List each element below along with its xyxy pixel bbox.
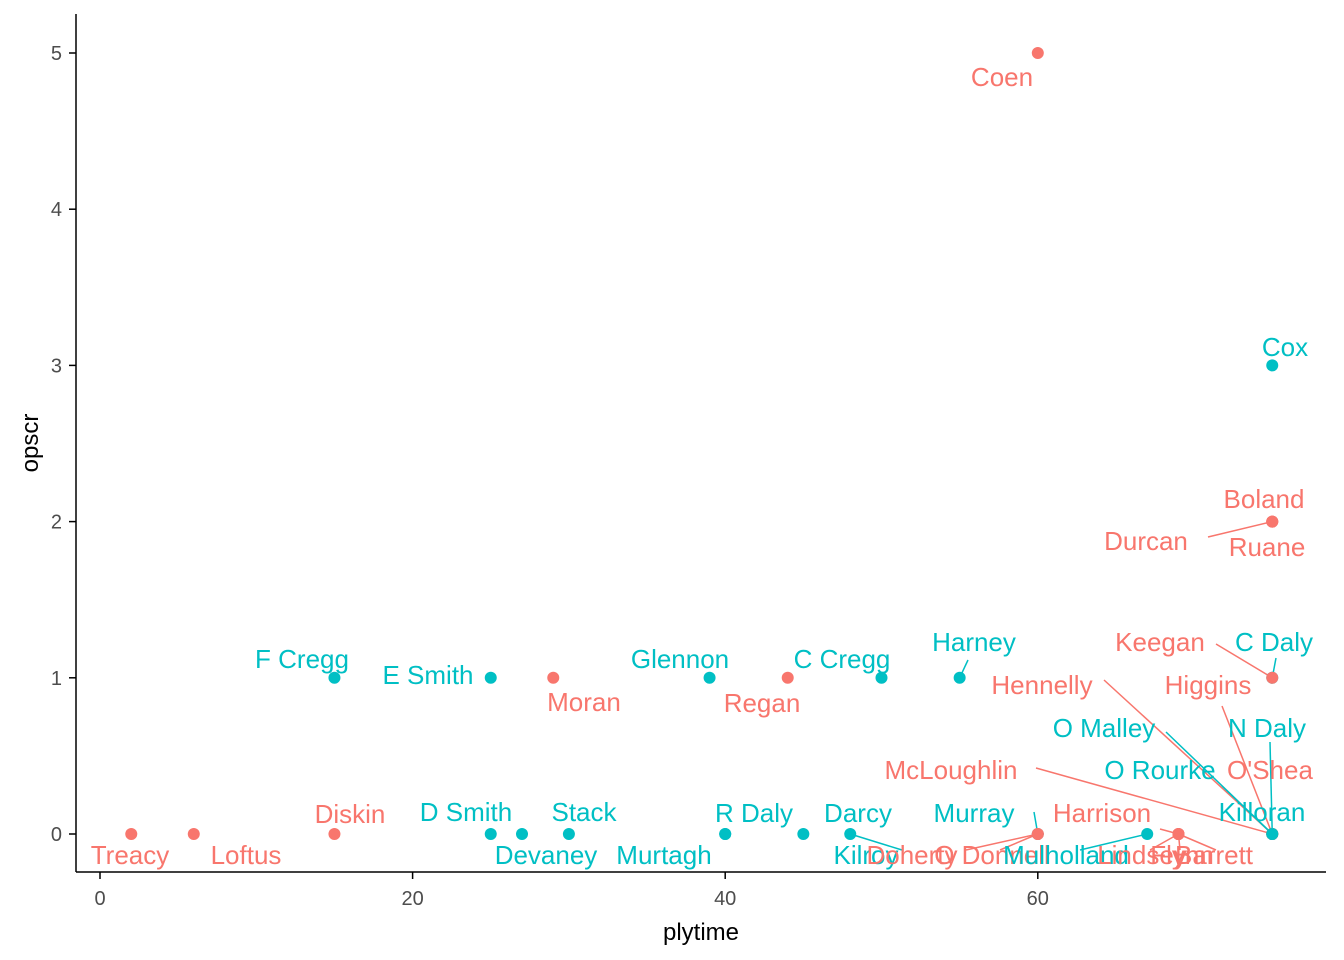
point-label: Murtagh <box>616 840 711 870</box>
point-label: R Daly <box>715 798 793 828</box>
point-label: C Cregg <box>794 644 891 674</box>
y-tick-label: 1 <box>51 668 62 690</box>
y-axis-title: opscr <box>17 414 44 473</box>
point-label: Ruane <box>1229 532 1306 562</box>
leader-line <box>1103 679 1273 835</box>
point-label: O Rourke <box>1104 755 1215 785</box>
point-label: F Cregg <box>255 644 349 674</box>
point-label: Kilroy <box>833 840 898 870</box>
y-tick-label: 4 <box>51 199 62 221</box>
data-point <box>516 828 529 840</box>
point-label: Treacy <box>91 840 170 870</box>
point-label: Mulholland <box>1003 840 1129 870</box>
y-tick-label: 0 <box>51 824 62 846</box>
leader-line <box>1035 767 1273 835</box>
data-point <box>547 671 560 684</box>
x-axis-ticks: 0 20 40 60 <box>94 872 1049 910</box>
point-label: Darcy <box>824 798 892 828</box>
point-label: Regan <box>724 688 801 718</box>
data-point <box>125 828 138 840</box>
point-labels: Treacy Loftus Diskin F Cregg E Smith D Smith D… <box>91 62 1314 870</box>
point-label: O'Shea <box>1227 755 1313 785</box>
y-tick-label: 2 <box>51 512 62 534</box>
point-label: Stack <box>551 797 617 827</box>
leader-line <box>999 833 1039 851</box>
point-label: Killoran <box>1219 797 1306 827</box>
data-point <box>781 671 794 684</box>
point-label: Boland <box>1224 484 1305 514</box>
x-tick-label: 0 <box>94 888 105 910</box>
y-tick-label: 5 <box>51 43 62 65</box>
point-label: Lindsey <box>1097 840 1187 870</box>
point-label: Cox <box>1262 332 1308 362</box>
data-point <box>1266 515 1279 528</box>
point-label: Durcan <box>1104 526 1188 556</box>
data-point <box>719 828 732 840</box>
leader-line <box>1269 741 1273 835</box>
point-label: Glennon <box>631 644 729 674</box>
data-point <box>1266 671 1279 684</box>
point-label: Loftus <box>211 840 282 870</box>
data-point <box>187 828 200 840</box>
point-label: C Daly <box>1235 627 1313 657</box>
data-point <box>328 828 341 840</box>
point-label: O Donnell <box>934 840 1050 870</box>
leader-line <box>1178 833 1217 851</box>
label-leader-lines <box>850 520 1277 851</box>
data-point <box>844 828 857 840</box>
x-tick-label: 20 <box>401 888 423 910</box>
leader-line <box>1207 520 1273 538</box>
y-tick-label: 3 <box>51 355 62 377</box>
point-label: Moran <box>547 687 621 717</box>
data-point <box>797 828 810 840</box>
data-point <box>703 671 716 684</box>
data-point <box>1031 47 1044 59</box>
data-point <box>1172 828 1185 840</box>
data-point <box>1141 828 1154 840</box>
leader-line <box>1079 833 1148 851</box>
point-label: Barrett <box>1175 840 1254 870</box>
point-label: Coen <box>971 62 1033 92</box>
y-axis-ticks: 0 1 2 3 4 5 <box>51 43 76 846</box>
data-point <box>1266 828 1279 840</box>
leader-line <box>965 833 1038 851</box>
point-label: Murray <box>934 798 1015 828</box>
x-tick-label: 60 <box>1027 888 1049 910</box>
leader-line <box>1221 785 1273 835</box>
data-point <box>1266 359 1279 372</box>
data-points <box>125 47 1279 840</box>
point-label: Higgins <box>1165 670 1252 700</box>
data-point <box>484 828 497 840</box>
point-label: Diskin <box>315 799 386 829</box>
point-label: Flynn <box>1150 840 1214 870</box>
data-point <box>875 671 888 684</box>
point-label: Harrison <box>1053 798 1151 828</box>
point-label: D Smith <box>420 797 512 827</box>
point-label: Hennelly <box>991 670 1092 700</box>
data-point <box>1031 828 1044 840</box>
data-point <box>562 828 575 840</box>
point-label: Harney <box>932 627 1016 657</box>
leader-line <box>1215 643 1273 679</box>
point-label: O Malley <box>1053 713 1156 743</box>
point-label: Devaney <box>495 840 598 870</box>
point-label: E Smith <box>382 660 473 690</box>
data-point <box>484 671 497 684</box>
point-label: Keegan <box>1115 627 1205 657</box>
leader-line <box>850 833 903 851</box>
x-axis-title: plytime <box>663 919 739 946</box>
x-tick-label: 40 <box>714 888 736 910</box>
point-label: N Daly <box>1228 713 1306 743</box>
point-label: Doherty <box>866 840 957 870</box>
leader-line <box>1221 705 1273 835</box>
point-label: McLoughlin <box>885 755 1018 785</box>
data-point <box>328 671 341 684</box>
data-point <box>953 671 966 684</box>
